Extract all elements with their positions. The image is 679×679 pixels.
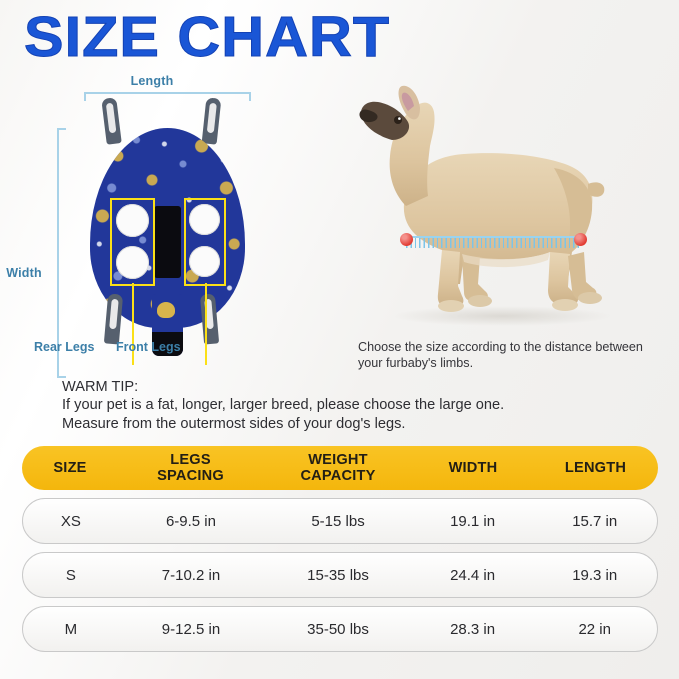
cell-width: 24.4 in <box>450 566 496 584</box>
cell-size: XS <box>60 512 81 530</box>
size-table: SIZE LEGS SPACING WEIGHT CAPACITY WIDTH … <box>22 446 658 660</box>
leg-hole <box>189 246 220 277</box>
harness-bottom-flap <box>152 294 183 356</box>
front-legs-label: Front Legs <box>116 340 181 354</box>
front-legs-leader-line <box>205 283 207 365</box>
table-row: S 7-10.2 in 15-35 lbs 24.4 in 19.3 in <box>22 552 658 598</box>
harness-center-velcro-panel <box>154 206 181 278</box>
table-row: M 9-12.5 in 35-50 lbs 28.3 in 22 in <box>22 606 658 652</box>
leg-hole <box>189 204 220 235</box>
photo-caption: Choose the size according to the distanc… <box>358 340 643 370</box>
column-header-width: WIDTH <box>448 460 498 476</box>
table-header-row: SIZE LEGS SPACING WEIGHT CAPACITY WIDTH … <box>22 446 658 490</box>
french-bulldog-illustration <box>359 85 612 326</box>
harness-diagram: Length Width Rear Legs Front Legs <box>0 70 330 378</box>
column-header-length: LENGTH <box>564 460 627 476</box>
cell-width: 28.3 in <box>450 620 496 638</box>
table-row: XS 6-9.5 in 5-15 lbs 19.1 in 15.7 in <box>22 498 658 544</box>
warm-tip-line-2: Measure from the outermost sides of your… <box>62 415 406 432</box>
warm-tip-line-1: If your pet is a fat, longer, larger bre… <box>62 397 505 414</box>
cell-size: M <box>64 620 78 638</box>
leg-hole <box>116 204 149 237</box>
cell-size: S <box>65 566 76 584</box>
width-dimension-label: Width <box>6 266 42 280</box>
ruler-endpoint-marker-right <box>574 233 587 246</box>
page-title: SIZE CHART <box>23 5 391 69</box>
warm-tip-heading: WARM TIP: <box>62 379 139 395</box>
length-bracket-icon <box>84 92 251 101</box>
cell-length: 15.7 in <box>572 512 618 530</box>
cell-length: 22 in <box>578 620 611 638</box>
column-header-weight-capacity: WEIGHT CAPACITY <box>300 452 376 484</box>
cell-width: 19.1 in <box>450 512 496 530</box>
rear-legs-leader-line <box>132 283 134 365</box>
column-header-size: SIZE <box>53 460 87 476</box>
cell-legs-spacing: 9-12.5 in <box>161 620 221 638</box>
cell-weight-capacity: 15-35 lbs <box>307 566 369 584</box>
cell-weight-capacity: 5-15 lbs <box>311 512 365 530</box>
length-dimension-label: Length <box>130 74 174 88</box>
warm-tip-block: WARM TIP: If your pet is a fat, longer, … <box>62 378 622 433</box>
dog-harness-illustration <box>80 97 255 366</box>
cell-weight-capacity: 35-50 lbs <box>307 620 369 638</box>
cell-legs-spacing: 7-10.2 in <box>161 566 221 584</box>
cell-legs-spacing: 6-9.5 in <box>165 512 216 530</box>
dog-photo <box>332 84 672 334</box>
cell-length: 19.3 in <box>572 566 618 584</box>
measurement-ruler-icon <box>406 236 581 248</box>
leg-hole <box>116 246 149 279</box>
column-header-legs-spacing: LEGS SPACING <box>157 452 224 484</box>
rear-legs-label: Rear Legs <box>34 340 95 354</box>
width-bracket-icon <box>57 128 66 378</box>
harness-strap-bottom-left <box>103 293 124 345</box>
ruler-endpoint-marker-left <box>400 233 413 246</box>
